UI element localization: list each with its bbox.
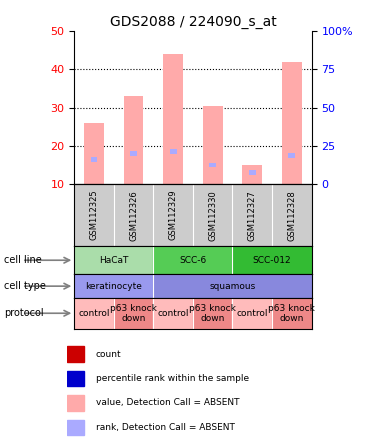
Bar	[288, 153, 295, 158]
Bar	[74, 246, 153, 274]
Text: SCC-012: SCC-012	[253, 256, 291, 265]
Text: control: control	[157, 309, 189, 318]
Bar	[67, 395, 84, 411]
Bar	[67, 346, 84, 362]
Text: GSM112328: GSM112328	[288, 190, 296, 241]
Bar	[67, 371, 84, 386]
Bar	[203, 106, 223, 184]
Text: count: count	[96, 349, 121, 359]
Text: cell line: cell line	[4, 255, 42, 265]
Bar	[272, 298, 312, 329]
Text: p63 knock
down: p63 knock down	[268, 304, 315, 323]
Bar	[209, 163, 216, 167]
Bar	[130, 151, 137, 156]
Text: p63 knock
down: p63 knock down	[189, 304, 236, 323]
Text: percentile rank within the sample: percentile rank within the sample	[96, 374, 249, 383]
Text: HaCaT: HaCaT	[99, 256, 128, 265]
Bar	[91, 157, 98, 162]
Bar	[282, 62, 302, 184]
Text: control: control	[78, 309, 110, 318]
Text: protocol: protocol	[4, 308, 43, 318]
Text: GSM112326: GSM112326	[129, 190, 138, 241]
Text: GSM112329: GSM112329	[169, 190, 178, 241]
Bar	[153, 274, 312, 298]
Text: GSM112325: GSM112325	[89, 190, 98, 241]
Bar	[74, 298, 114, 329]
Bar	[124, 96, 144, 184]
Bar	[153, 246, 233, 274]
Bar	[170, 149, 177, 154]
Text: value, Detection Call = ABSENT: value, Detection Call = ABSENT	[96, 398, 239, 408]
Text: control: control	[237, 309, 268, 318]
Text: GSM112330: GSM112330	[208, 190, 217, 241]
Text: keratinocyte: keratinocyte	[85, 281, 142, 291]
Bar	[84, 123, 104, 184]
Text: SCC-6: SCC-6	[179, 256, 207, 265]
Bar	[74, 274, 153, 298]
Bar	[193, 298, 233, 329]
Text: GSM112327: GSM112327	[248, 190, 257, 241]
Bar	[153, 298, 193, 329]
Bar	[114, 298, 153, 329]
Text: squamous: squamous	[209, 281, 256, 291]
Title: GDS2088 / 224090_s_at: GDS2088 / 224090_s_at	[109, 15, 276, 29]
Text: cell type: cell type	[4, 281, 46, 291]
Bar	[249, 170, 256, 175]
Bar	[242, 165, 262, 184]
Bar	[233, 298, 272, 329]
Text: p63 knock
down: p63 knock down	[110, 304, 157, 323]
Bar	[67, 420, 84, 435]
Text: rank, Detection Call = ABSENT: rank, Detection Call = ABSENT	[96, 423, 234, 432]
Bar	[233, 246, 312, 274]
Bar	[163, 54, 183, 184]
